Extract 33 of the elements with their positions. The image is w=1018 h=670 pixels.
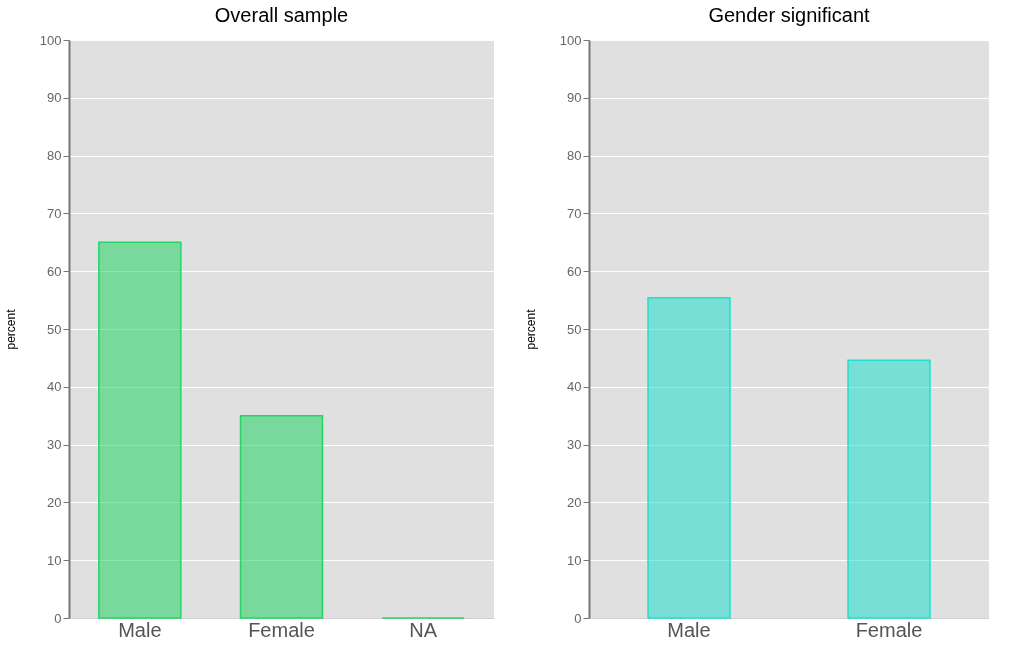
y-tick-label: 10 xyxy=(567,552,582,568)
y-tick-label: 80 xyxy=(567,148,582,164)
x-tick-label: Female xyxy=(855,618,923,641)
chart-title: Overall sample xyxy=(214,4,349,26)
y-tick-label: 100 xyxy=(559,32,582,48)
y-axis-title: percent xyxy=(523,308,538,350)
y-tick-label: 30 xyxy=(47,437,62,453)
y-tick-label: 0 xyxy=(574,610,582,626)
bar xyxy=(239,414,324,619)
y-tick-label: 90 xyxy=(47,90,62,106)
y-tick-label: 30 xyxy=(567,437,582,453)
y-tick-label: 50 xyxy=(47,321,62,337)
y-tick-label: 0 xyxy=(54,610,62,626)
y-tick-label: 40 xyxy=(47,379,62,395)
y-tick-label: 40 xyxy=(567,379,582,395)
y-axis-title: percent xyxy=(3,308,18,350)
x-tick-label: NA xyxy=(409,618,438,641)
y-tick-label: 70 xyxy=(567,205,582,221)
x-tick-label: Male xyxy=(667,618,711,641)
y-tick-label: 80 xyxy=(47,148,62,164)
y-tick-label: 60 xyxy=(47,263,62,279)
x-tick-label: Female xyxy=(248,618,315,641)
y-tick-label: 20 xyxy=(47,494,62,510)
bar xyxy=(98,241,182,619)
chart-title: Gender significant xyxy=(708,4,871,26)
x-tick-label: Male xyxy=(118,618,162,641)
y-tick-label: 100 xyxy=(39,32,62,48)
y-tick-label: 20 xyxy=(567,494,582,510)
y-tick-label: 70 xyxy=(47,205,62,221)
y-tick-label: 50 xyxy=(567,321,582,337)
y-tick-label: 60 xyxy=(567,263,582,279)
y-tick-label: 10 xyxy=(47,552,62,568)
y-tick-label: 90 xyxy=(567,90,582,106)
